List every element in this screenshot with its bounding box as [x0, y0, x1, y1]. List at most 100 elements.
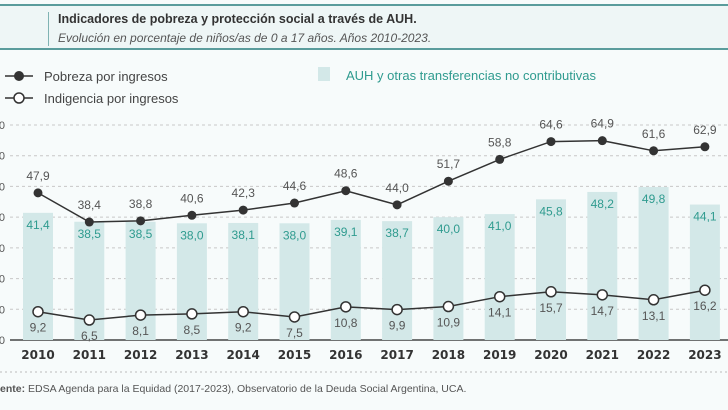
pobreza-label: 61,6: [642, 127, 666, 141]
indigencia-point: [596, 289, 609, 301]
y-tick-label: 70: [0, 120, 5, 132]
source-note: ente: EDSA Agenda para la Equidad (2017-…: [0, 383, 466, 395]
pobreza-point: [136, 216, 146, 226]
pobreza-label: 40,6: [180, 191, 204, 205]
pobreza-point: [187, 210, 197, 220]
y-tick-label: 20: [0, 274, 5, 286]
indigencia-label: 16,2: [693, 299, 717, 313]
x-tick-label: 2017: [380, 348, 413, 362]
auh-bar-label: 38,5: [129, 227, 153, 241]
x-tick-label: 2020: [534, 348, 567, 362]
indigencia-label: 15,7: [539, 301, 563, 315]
x-tick-label: 2019: [483, 348, 516, 362]
x-tick-label: 2010: [21, 348, 54, 362]
indigencia-label: 8,1: [132, 324, 149, 338]
x-tick-label: 2018: [432, 348, 465, 362]
pobreza-label: 38,8: [129, 197, 153, 211]
auh-bar: [176, 223, 207, 340]
legend-indigencia-label: Indigencia por ingresos: [44, 91, 179, 106]
auh-bar: [228, 222, 259, 340]
auh-bar-label: 45,8: [539, 204, 563, 218]
auh-bar-label: 48,2: [591, 197, 615, 211]
indigencia-label: 7,5: [286, 326, 303, 340]
pobreza-label: 47,9: [26, 169, 50, 183]
pobreza-point: [84, 217, 94, 227]
legend-auh-label: AUH y otras transferencias no contributi…: [346, 68, 596, 83]
pobreza-label: 38,4: [78, 198, 102, 212]
auh-bar-label: 38,5: [78, 227, 102, 241]
y-tick-label: 0: [0, 335, 5, 347]
pobreza-label: 64,9: [591, 117, 615, 131]
indigencia-point: [288, 311, 301, 323]
indigencia-point: [134, 309, 147, 321]
indigencia-point: [442, 300, 455, 313]
chart-title: Indicadores de pobreza y protección soci…: [58, 12, 417, 26]
x-tick-label: 2013: [175, 348, 208, 362]
indigencia-label: 9,2: [30, 321, 47, 335]
pobreza-label: 58,8: [488, 135, 512, 149]
auh-bar: [484, 214, 515, 340]
auh-bar-label: 44,1: [693, 210, 717, 224]
auh-bar-label: 38,0: [283, 228, 307, 242]
x-tick-label: 2015: [278, 348, 311, 362]
pobreza-point: [700, 142, 710, 152]
auh-bar-label: 39,1: [334, 225, 358, 239]
indigencia-point: [391, 303, 403, 316]
pobreza-line: [37, 139, 705, 223]
pobreza-label: 42,3: [232, 186, 256, 200]
legend-indigencia-marker: [13, 92, 25, 104]
auh-bar-label: 49,8: [642, 192, 666, 206]
legend-auh-swatch: [318, 67, 330, 81]
header-accent-bar: [48, 12, 49, 46]
x-tick-label: 2014: [226, 348, 259, 362]
indigencia-point: [237, 305, 249, 318]
chart-subtitle: Evolución en porcentaje de niños/as de 0…: [58, 31, 432, 45]
legend-pobreza-label: Pobreza por ingresos: [44, 69, 168, 84]
indigencia-point: [32, 305, 44, 318]
indigencia-label: 10,8: [334, 316, 358, 330]
indigencia-label: 9,2: [235, 321, 252, 335]
auh-bar-label: 38,0: [180, 228, 204, 242]
pobreza-point: [546, 137, 556, 147]
y-tick-label: 50: [0, 181, 5, 193]
auh-bar: [23, 212, 53, 340]
pobreza-point: [238, 205, 248, 215]
indigencia-point: [647, 294, 660, 306]
pobreza-point: [495, 154, 505, 164]
legend: Pobreza por ingresos Indigencia por ingr…: [5, 67, 596, 106]
pobreza-label: 44,6: [283, 179, 307, 193]
x-tick-label: 2023: [688, 348, 721, 362]
pobreza-point: [649, 146, 659, 156]
y-tick-label: 10: [0, 304, 5, 316]
auh-bar-label: 38,1: [232, 228, 256, 242]
source-label: ente:: [0, 383, 25, 395]
x-tick-label: 2021: [586, 348, 619, 362]
pobreza-label: 64,6: [539, 118, 563, 132]
indigencia-label: 14,7: [591, 304, 615, 318]
pobreza-label: 48,6: [334, 167, 358, 181]
pobreza-point: [290, 198, 299, 208]
indigencia-label: 8,5: [184, 323, 201, 337]
source-text: EDSA Agenda para la Equidad (2017-2023),…: [25, 383, 466, 395]
x-tick-label: 2012: [124, 348, 157, 362]
x-tick-label: 2022: [637, 348, 670, 362]
indigencia-point: [545, 286, 557, 298]
y-tick-label: 30: [0, 243, 5, 255]
pobreza-label: 44,0: [385, 181, 409, 195]
auh-bar-label: 40,0: [437, 222, 461, 236]
auh-bar-label: 41,0: [488, 219, 512, 233]
chart-header: Indicadores de pobreza y protección soci…: [0, 4, 728, 50]
auh-bar: [382, 221, 413, 340]
y-tick-label: 40: [0, 212, 5, 224]
pobreza-label: 62,9: [693, 123, 717, 137]
auh-bar-label: 41,4: [26, 218, 50, 232]
pobreza-point: [443, 176, 453, 186]
auh-bar: [638, 187, 669, 340]
auh-bar: [587, 191, 618, 340]
indigencia-label: 14,1: [488, 306, 512, 320]
pobreza-point: [597, 136, 607, 146]
pobreza-point: [392, 200, 402, 210]
y-tick-label: 60: [0, 151, 5, 163]
indigencia-label: 13,1: [642, 309, 666, 323]
